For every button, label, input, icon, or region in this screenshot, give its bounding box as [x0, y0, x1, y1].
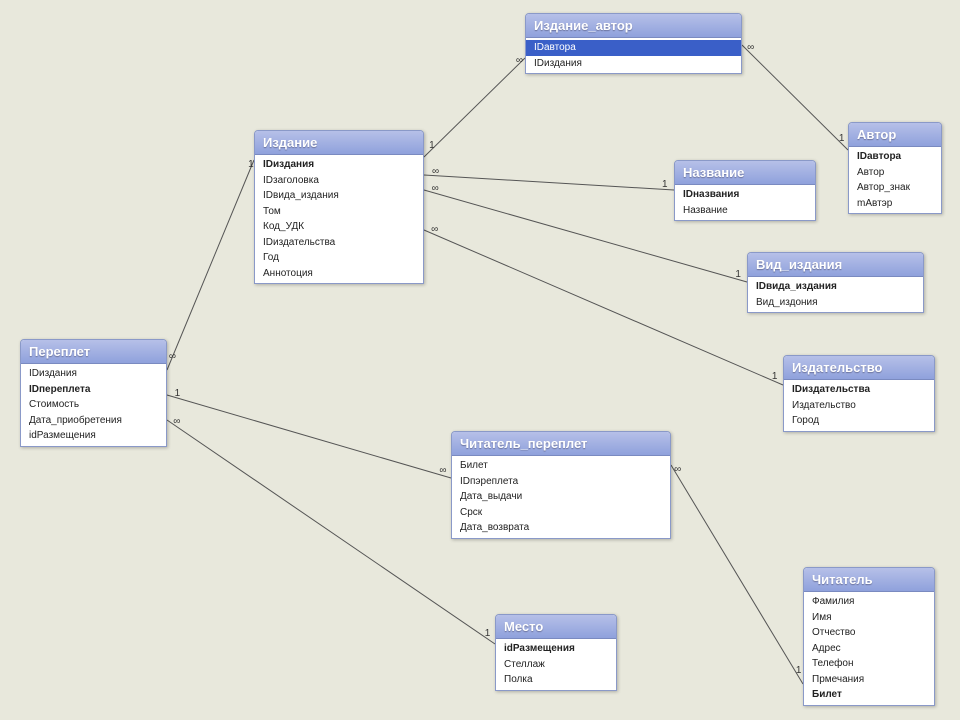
cardinality-label: 1 [485, 628, 491, 639]
field[interactable]: Имя [804, 610, 934, 626]
entity-title: Вид_издания [748, 253, 923, 277]
field[interactable]: Аннотоция [255, 266, 423, 282]
field[interactable]: Дата_выдачи [452, 489, 670, 505]
entity-fields: IDавтораАвторАвтор_знакmАвтэр [849, 147, 941, 213]
field[interactable]: Год [255, 250, 423, 266]
er-canvas: ПереплетIDизданияIDпереплетаСтоимостьДат… [0, 0, 960, 720]
cardinality-label: 1 [772, 371, 778, 382]
entity-pereplet[interactable]: ПереплетIDизданияIDпереплетаСтоимостьДат… [20, 339, 167, 447]
entity-title: Переплет [21, 340, 166, 364]
entity-fields: БилетIDпэреплетаДата_выдачиСрскДата_возв… [452, 456, 670, 538]
cardinality-label: ∞ [516, 55, 523, 66]
cardinality-label: ∞ [432, 166, 439, 177]
entity-fields: IDвида_изданияВид_издония [748, 277, 923, 312]
cardinality-label: 1 [796, 665, 802, 676]
cardinality-label: ∞ [674, 464, 681, 475]
field[interactable]: Город [784, 413, 934, 429]
field[interactable]: Полка [496, 672, 616, 688]
entity-title: Автор [849, 123, 941, 147]
entity-fields: IDавтораIDиздания [526, 38, 741, 73]
field[interactable]: Стоимость [21, 397, 166, 413]
field[interactable]: Издательство [784, 398, 934, 414]
cardinality-label: ∞ [169, 351, 176, 362]
cardinality-label: ∞ [747, 42, 754, 53]
field[interactable]: idРазмещения [496, 641, 616, 657]
field[interactable]: IDвида_издания [748, 279, 923, 295]
field[interactable]: IDавтора [526, 40, 741, 56]
field[interactable]: IDиздания [21, 366, 166, 382]
cardinality-label: 1 [429, 140, 435, 151]
field[interactable]: IDпэреплета [452, 474, 670, 490]
field[interactable]: Дата_возврата [452, 520, 670, 536]
cardinality-label: ∞ [439, 465, 446, 476]
field[interactable]: Телефон [804, 656, 934, 672]
field[interactable]: Билет [804, 687, 934, 703]
field[interactable]: IDиздательства [784, 382, 934, 398]
field[interactable]: Билет [452, 458, 670, 474]
entity-title: Читатель [804, 568, 934, 592]
field[interactable]: Стеллаж [496, 657, 616, 673]
field[interactable]: Том [255, 204, 423, 220]
field[interactable]: Автор [849, 165, 941, 181]
field[interactable]: Дата_приобретения [21, 413, 166, 429]
field[interactable]: IDиздания [255, 157, 423, 173]
entity-title: Место [496, 615, 616, 639]
entity-izdanie[interactable]: ИзданиеIDизданияIDзаголовкаIDвида_издани… [254, 130, 424, 284]
entity-mesto[interactable]: МестоidРазмещенияСтеллажПолка [495, 614, 617, 691]
field[interactable]: mАвтэр [849, 196, 941, 212]
field[interactable]: Название [675, 203, 815, 219]
entity-fields: IDизданияIDпереплетаСтоимостьДата_приобр… [21, 364, 166, 446]
field[interactable]: IDиздания [526, 56, 741, 72]
cardinality-label: 1 [248, 159, 254, 170]
field[interactable]: Вид_издония [748, 295, 923, 311]
cardinality-label: 1 [839, 133, 845, 144]
field[interactable]: IDвида_издания [255, 188, 423, 204]
entity-fields: idРазмещенияСтеллажПолка [496, 639, 616, 690]
cardinality-label: ∞ [173, 416, 180, 427]
field[interactable]: idРазмещения [21, 428, 166, 444]
field[interactable]: Автор_знак [849, 180, 941, 196]
field[interactable]: Фамилия [804, 594, 934, 610]
entity-title: Издательство [784, 356, 934, 380]
field[interactable]: IDавтора [849, 149, 941, 165]
field[interactable]: IDназвания [675, 187, 815, 203]
entity-izdatel[interactable]: ИздательствоIDиздательстваИздательствоГо… [783, 355, 935, 432]
cardinality-label: 1 [662, 179, 668, 190]
entity-vid[interactable]: Вид_изданияIDвида_изданияВид_издония [747, 252, 924, 313]
cardinality-label: 1 [735, 269, 741, 280]
entity-title: Название [675, 161, 815, 185]
field[interactable]: Код_УДК [255, 219, 423, 235]
entity-title: Издание [255, 131, 423, 155]
cardinality-label: ∞ [432, 183, 439, 194]
cardinality-label: 1 [175, 388, 181, 399]
entity-chitatel[interactable]: ЧитательФамилияИмяОтчествоАдресТелефонПр… [803, 567, 935, 706]
field[interactable]: Отчество [804, 625, 934, 641]
entity-fields: IDиздательстваИздательствоГород [784, 380, 934, 431]
entity-chit_per[interactable]: Читатель_переплетБилетIDпэреплетаДата_вы… [451, 431, 671, 539]
entity-izd_avtor[interactable]: Издание_авторIDавтораIDиздания [525, 13, 742, 74]
field[interactable]: IDзаголовка [255, 173, 423, 189]
entity-nazvanie[interactable]: НазваниеIDназванияНазвание [674, 160, 816, 221]
entity-title: Издание_автор [526, 14, 741, 38]
field[interactable]: Адрес [804, 641, 934, 657]
entity-fields: IDизданияIDзаголовкаIDвида_изданияТомКод… [255, 155, 423, 283]
field[interactable]: IDпереплета [21, 382, 166, 398]
entity-fields: ФамилияИмяОтчествоАдресТелефонПрмечанияБ… [804, 592, 934, 705]
entity-fields: IDназванияНазвание [675, 185, 815, 220]
cardinality-label: ∞ [431, 224, 438, 235]
field[interactable]: Срск [452, 505, 670, 521]
field[interactable]: Прмечания [804, 672, 934, 688]
entity-avtor[interactable]: АвторIDавтораАвторАвтор_знакmАвтэр [848, 122, 942, 214]
entity-title: Читатель_переплет [452, 432, 670, 456]
field[interactable]: IDиздательства [255, 235, 423, 251]
